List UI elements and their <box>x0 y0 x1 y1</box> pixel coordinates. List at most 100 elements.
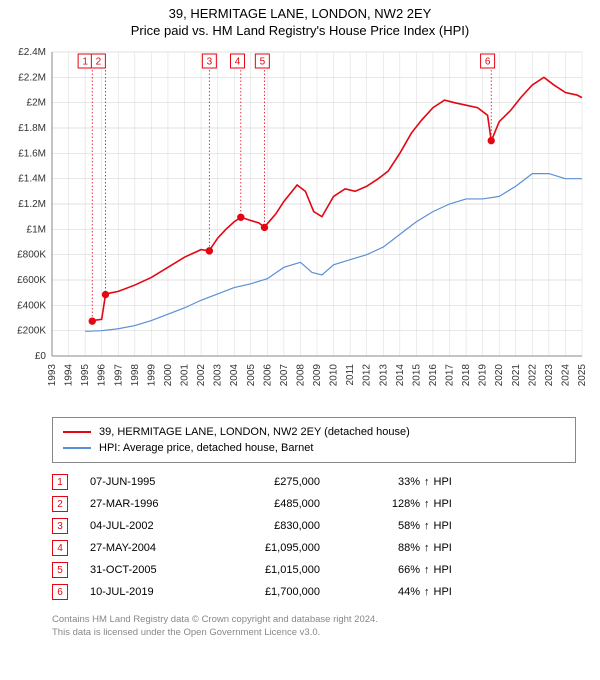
row-hpi-label: HPI <box>434 586 452 598</box>
row-pct: 128% <box>360 498 420 510</box>
table-row: 1 07-JUN-1995£275,00033%↑HPI <box>52 471 576 493</box>
svg-text:2003: 2003 <box>213 364 224 387</box>
svg-text:1998: 1998 <box>130 364 141 387</box>
svg-text:£1.2M: £1.2M <box>18 199 46 210</box>
svg-text:2006: 2006 <box>262 364 273 387</box>
svg-text:2011: 2011 <box>345 364 356 386</box>
svg-text:2018: 2018 <box>461 364 472 387</box>
row-index-box: 2 <box>52 496 68 512</box>
row-hpi-label: HPI <box>434 564 452 576</box>
svg-text:£2.4M: £2.4M <box>18 47 46 58</box>
table-row: 427-MAY-2004£1,095,00088%↑HPI <box>52 537 576 559</box>
row-hpi-label: HPI <box>434 498 452 510</box>
row-price: £275,000 <box>210 476 360 488</box>
footer-line1: Contains HM Land Registry data © Crown c… <box>52 613 576 626</box>
row-hpi-label: HPI <box>434 476 452 488</box>
row-pct: 66% <box>360 564 420 576</box>
sales-table: 107-JUN-1995£275,00033%↑HPI227-MAR-1996£… <box>52 471 576 603</box>
svg-text:4: 4 <box>235 57 241 68</box>
row-price: £1,095,000 <box>210 542 360 554</box>
table-row: 531-OCT-2005£1,015,00066%↑HPI <box>52 559 576 581</box>
svg-text:£400K: £400K <box>17 300 46 311</box>
footer: Contains HM Land Registry data © Crown c… <box>52 613 576 639</box>
svg-text:1995: 1995 <box>80 364 91 387</box>
svg-text:2017: 2017 <box>445 364 456 387</box>
svg-text:5: 5 <box>260 57 266 68</box>
row-pct: 33% <box>360 476 420 488</box>
legend-label-hpi: HPI: Average price, detached house, Barn… <box>99 440 313 456</box>
svg-text:2013: 2013 <box>378 364 389 387</box>
row-pct: 44% <box>360 586 420 598</box>
svg-text:£200K: £200K <box>17 326 46 337</box>
svg-text:£2.2M: £2.2M <box>18 72 46 83</box>
svg-text:1997: 1997 <box>113 364 124 387</box>
table-row: 6 10-JUL-2019£1,700,00044%↑HPI <box>52 581 576 603</box>
svg-text:£0: £0 <box>35 351 47 362</box>
arrow-up-icon: ↑ <box>420 564 434 576</box>
svg-text:2020: 2020 <box>494 364 505 387</box>
legend-swatch-hpi <box>63 447 91 449</box>
svg-text:2023: 2023 <box>544 364 555 387</box>
svg-text:2009: 2009 <box>312 364 323 387</box>
legend-swatch-property <box>63 431 91 433</box>
row-index-box: 1 <box>52 474 68 490</box>
arrow-up-icon: ↑ <box>420 498 434 510</box>
svg-text:2025: 2025 <box>577 364 588 387</box>
svg-text:2015: 2015 <box>411 364 422 387</box>
svg-text:2005: 2005 <box>246 364 257 387</box>
svg-text:2019: 2019 <box>478 364 489 387</box>
svg-text:£1.8M: £1.8M <box>18 123 46 134</box>
row-date: 27-MAY-2004 <box>90 542 210 554</box>
legend-label-property: 39, HERMITAGE LANE, LONDON, NW2 2EY (det… <box>99 424 410 440</box>
svg-text:2000: 2000 <box>163 364 174 387</box>
svg-text:2010: 2010 <box>329 364 340 387</box>
svg-text:£2M: £2M <box>27 98 46 109</box>
row-pct: 58% <box>360 520 420 532</box>
svg-text:2022: 2022 <box>527 364 538 387</box>
svg-text:2008: 2008 <box>295 364 306 387</box>
svg-text:2016: 2016 <box>428 364 439 387</box>
svg-text:1: 1 <box>82 57 88 68</box>
row-date: 07-JUN-1995 <box>90 476 210 488</box>
row-price: £1,700,000 <box>210 586 360 598</box>
svg-text:1993: 1993 <box>47 364 58 387</box>
arrow-up-icon: ↑ <box>420 586 434 598</box>
svg-text:1999: 1999 <box>146 364 157 387</box>
arrow-up-icon: ↑ <box>420 520 434 532</box>
chart-svg: £0£200K£400K£600K£800K£1M£1.2M£1.4M£1.6M… <box>0 42 600 402</box>
chart-title: 39, HERMITAGE LANE, LONDON, NW2 2EY <box>0 0 600 21</box>
svg-text:2014: 2014 <box>395 364 406 387</box>
legend-row-hpi: HPI: Average price, detached house, Barn… <box>63 440 565 456</box>
row-index-box: 5 <box>52 562 68 578</box>
svg-text:£800K: £800K <box>17 250 46 261</box>
legend: 39, HERMITAGE LANE, LONDON, NW2 2EY (det… <box>52 417 576 463</box>
row-hpi-label: HPI <box>434 520 452 532</box>
price-chart: £0£200K£400K£600K£800K£1M£1.2M£1.4M£1.6M… <box>0 42 600 407</box>
svg-text:2012: 2012 <box>362 364 373 387</box>
row-index-box: 4 <box>52 540 68 556</box>
row-hpi-label: HPI <box>434 542 452 554</box>
svg-text:6: 6 <box>485 57 491 68</box>
svg-text:£1.6M: £1.6M <box>18 148 46 159</box>
row-price: £485,000 <box>210 498 360 510</box>
arrow-up-icon: ↑ <box>420 542 434 554</box>
footer-line2: This data is licensed under the Open Gov… <box>52 626 576 639</box>
svg-text:2021: 2021 <box>511 364 522 387</box>
svg-text:2002: 2002 <box>196 364 207 387</box>
legend-row-property: 39, HERMITAGE LANE, LONDON, NW2 2EY (det… <box>63 424 565 440</box>
svg-text:1994: 1994 <box>64 364 75 387</box>
svg-text:2007: 2007 <box>279 364 290 387</box>
row-date: 04-JUL-2002 <box>90 520 210 532</box>
arrow-up-icon: ↑ <box>420 476 434 488</box>
row-date: 31-OCT-2005 <box>90 564 210 576</box>
row-index-box: 6 <box>52 584 68 600</box>
svg-text:£1M: £1M <box>27 224 46 235</box>
svg-text:2004: 2004 <box>229 364 240 387</box>
row-date: 10-JUL-2019 <box>90 586 210 598</box>
svg-text:£1.4M: £1.4M <box>18 174 46 185</box>
table-row: 3 04-JUL-2002£830,00058%↑HPI <box>52 515 576 537</box>
row-index-box: 3 <box>52 518 68 534</box>
table-row: 227-MAR-1996£485,000128%↑HPI <box>52 493 576 515</box>
row-price: £830,000 <box>210 520 360 532</box>
svg-text:2001: 2001 <box>180 364 191 387</box>
